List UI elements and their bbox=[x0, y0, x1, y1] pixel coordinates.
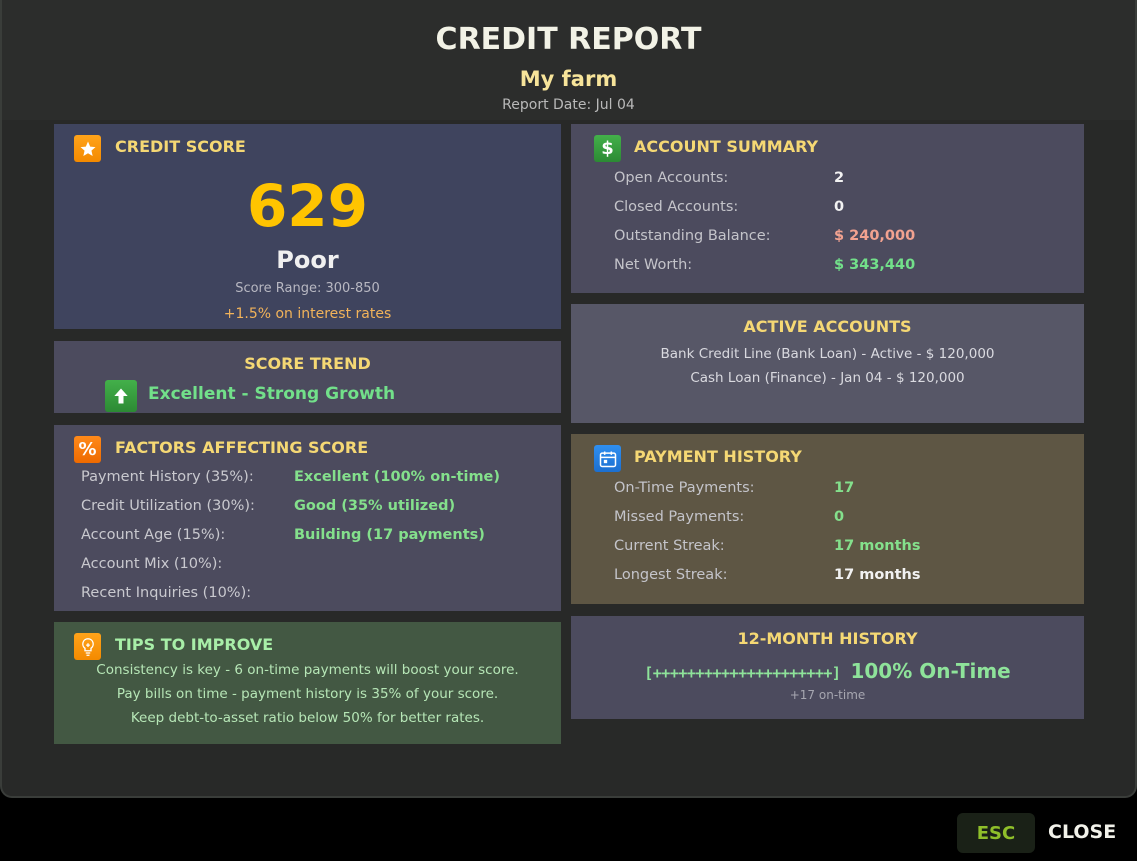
factor-label: Account Mix (10%): bbox=[81, 556, 223, 572]
payment-label: Longest Streak: bbox=[614, 567, 728, 583]
payment-label: Current Streak: bbox=[614, 538, 725, 554]
summary-label: Closed Accounts: bbox=[614, 199, 739, 215]
payment-row: On-Time Payments: 17 bbox=[614, 480, 1074, 500]
lightbulb-icon bbox=[74, 633, 101, 660]
payment-row: Longest Streak: 17 months bbox=[614, 567, 1074, 587]
factor-label: Recent Inquiries (10%): bbox=[81, 585, 252, 601]
account-summary-panel: $ ACCOUNT SUMMARY Open Accounts: 2 Close… bbox=[571, 124, 1084, 293]
credit-score-title: CREDIT SCORE bbox=[115, 137, 246, 156]
tip-line: Keep debt-to-asset ratio below 50% for b… bbox=[130, 710, 485, 726]
summary-label: Net Worth: bbox=[614, 257, 693, 273]
payment-value: 17 bbox=[834, 480, 855, 496]
dollar-icon: $ bbox=[594, 135, 621, 162]
esc-key-hint[interactable]: ESC bbox=[957, 813, 1035, 853]
on-time-percent: 100% On-Time bbox=[850, 659, 1011, 683]
factor-label: Payment History (35%): bbox=[81, 469, 254, 485]
history-bar: [+++++++++++++++++++++] bbox=[644, 664, 841, 682]
factor-value: Excellent (100% on-time) bbox=[294, 469, 501, 485]
payment-label: On-Time Payments: bbox=[614, 480, 755, 496]
star-icon bbox=[74, 135, 101, 162]
payment-row: Current Streak: 17 months bbox=[614, 538, 1074, 558]
score-trend-panel: SCORE TREND Excellent - Strong Growth bbox=[54, 341, 561, 413]
twelve-month-history-panel: 12-MONTH HISTORY [+++++++++++++++++++++]… bbox=[571, 616, 1084, 719]
active-accounts-panel: ACTIVE ACCOUNTS Bank Credit Line (Bank L… bbox=[571, 304, 1084, 423]
percent-icon: % bbox=[74, 436, 101, 463]
summary-row: Net Worth: $ 343,440 bbox=[614, 257, 1074, 277]
report-date: Report Date: Jul 04 bbox=[502, 97, 635, 113]
factor-row: Recent Inquiries (10%): bbox=[81, 585, 551, 605]
score-trend-text: Excellent - Strong Growth bbox=[148, 384, 396, 404]
on-time-count: +17 on-time bbox=[789, 688, 866, 702]
credit-score-rating: Poor bbox=[276, 246, 339, 274]
twelve-month-title: 12-MONTH HISTORY bbox=[737, 629, 918, 648]
factor-label: Account Age (15%): bbox=[81, 527, 226, 543]
summary-value: 0 bbox=[834, 199, 845, 215]
summary-row: Outstanding Balance: $ 240,000 bbox=[614, 228, 1074, 248]
account-summary-title: ACCOUNT SUMMARY bbox=[634, 137, 819, 156]
credit-score-value: 629 bbox=[246, 172, 369, 240]
active-account-item: Cash Loan (Finance) - Jan 04 - $ 120,000 bbox=[690, 370, 965, 386]
tips-panel: TIPS TO IMPROVE Consistency is key - 6 o… bbox=[54, 622, 561, 744]
payment-history-title: PAYMENT HISTORY bbox=[634, 447, 802, 466]
factor-label: Credit Utilization (30%): bbox=[81, 498, 255, 514]
factor-row: Credit Utilization (30%): Good (35% util… bbox=[81, 498, 551, 518]
factor-row: Payment History (35%): Excellent (100% o… bbox=[81, 469, 551, 489]
history-bar-row: [+++++++++++++++++++++] 100% On-Time bbox=[571, 659, 1084, 683]
farm-name: My farm bbox=[519, 67, 618, 91]
summary-row: Open Accounts: 2 bbox=[614, 170, 1074, 190]
close-button[interactable]: CLOSE bbox=[1048, 821, 1117, 843]
payment-value: 17 months bbox=[834, 538, 921, 554]
credit-score-range: Score Range: 300-850 bbox=[235, 281, 380, 296]
payment-value: 0 bbox=[834, 509, 845, 525]
score-trend-title: SCORE TREND bbox=[244, 354, 371, 373]
arrow-up-icon bbox=[105, 380, 137, 412]
payment-value: 17 months bbox=[834, 567, 921, 583]
summary-row: Closed Accounts: 0 bbox=[614, 199, 1074, 219]
payment-history-panel: PAYMENT HISTORY On-Time Payments: 17 Mis… bbox=[571, 434, 1084, 604]
tips-title: TIPS TO IMPROVE bbox=[115, 635, 274, 654]
summary-label: Open Accounts: bbox=[614, 170, 729, 186]
page-title: CREDIT REPORT bbox=[435, 22, 702, 57]
factor-value: Good (35% utilized) bbox=[294, 498, 456, 514]
factor-row: Account Mix (10%): bbox=[81, 556, 551, 576]
outstanding-balance-value: $ 240,000 bbox=[834, 228, 916, 244]
payment-label: Missed Payments: bbox=[614, 509, 745, 525]
interest-rate-impact: +1.5% on interest rates bbox=[223, 306, 392, 322]
factors-panel: % FACTORS AFFECTING SCORE Payment Histor… bbox=[54, 425, 561, 611]
net-worth-value: $ 343,440 bbox=[834, 257, 916, 273]
tip-line: Consistency is key - 6 on-time payments … bbox=[96, 662, 519, 678]
credit-score-panel: CREDIT SCORE 629 Poor Score Range: 300-8… bbox=[54, 124, 561, 329]
active-accounts-title: ACTIVE ACCOUNTS bbox=[743, 317, 912, 336]
factors-title: FACTORS AFFECTING SCORE bbox=[115, 438, 369, 457]
tip-line: Pay bills on time - payment history is 3… bbox=[116, 686, 499, 702]
summary-value: 2 bbox=[834, 170, 845, 186]
payment-row: Missed Payments: 0 bbox=[614, 509, 1074, 529]
factor-value: Building (17 payments) bbox=[294, 527, 485, 543]
active-account-item: Bank Credit Line (Bank Loan) - Active - … bbox=[660, 346, 995, 362]
credit-report-window: CREDIT REPORT My farm Report Date: Jul 0… bbox=[0, 0, 1137, 798]
factor-row: Account Age (15%): Building (17 payments… bbox=[81, 527, 551, 547]
summary-label: Outstanding Balance: bbox=[614, 228, 771, 244]
calendar-icon bbox=[594, 445, 621, 472]
